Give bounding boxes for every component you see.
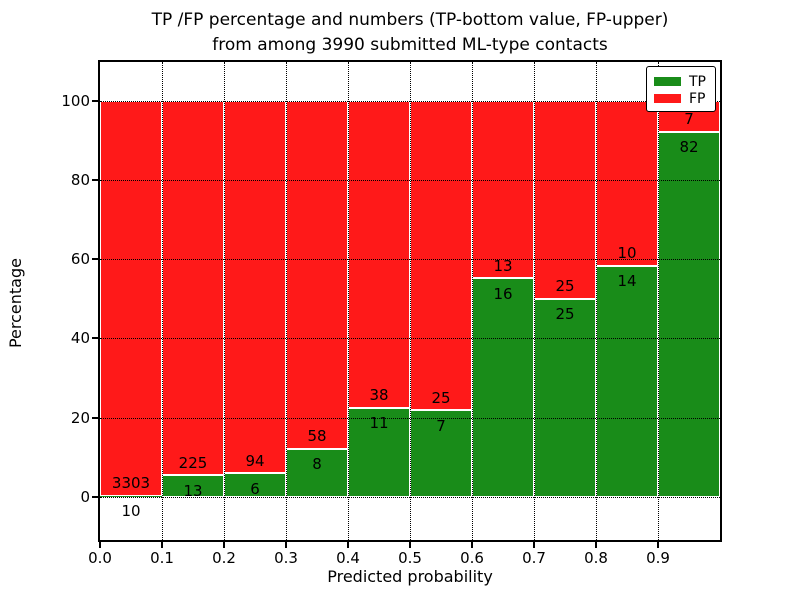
legend-label-fp: FP: [689, 90, 706, 107]
bar-label-tp: 25: [555, 305, 575, 324]
gridline-vertical: [410, 62, 411, 540]
gridline-vertical: [348, 62, 349, 540]
legend-label-tp: TP: [689, 73, 706, 90]
bar-label-fp: 7: [684, 110, 694, 129]
gridline-vertical: [224, 62, 225, 540]
bar-segment-tp: [100, 495, 162, 497]
x-tick-mark: [657, 542, 659, 548]
y-tick-label: 80: [70, 170, 90, 189]
y-tick-label: 40: [70, 329, 90, 348]
legend: TP FP: [646, 66, 716, 112]
x-tick-mark: [471, 542, 473, 548]
bar-label-tp: 16: [493, 284, 513, 303]
bar-segment-fp: [410, 100, 472, 411]
bar-label-tp: 6: [250, 479, 260, 498]
x-tick-label: 0.1: [150, 549, 174, 567]
bar-label-tp: 82: [679, 138, 699, 157]
gridline-vertical: [534, 62, 535, 540]
bar-segment-fp: [596, 100, 658, 266]
bar-segment-fp: [162, 100, 224, 476]
bar-label-fp: 94: [245, 451, 265, 470]
y-tick-mark: [92, 99, 98, 102]
fp-color-swatch: [654, 94, 681, 103]
bar-segment-tp: [596, 265, 658, 497]
x-tick-label: 0.5: [398, 549, 422, 567]
x-tick-label: 0.0: [88, 549, 112, 567]
y-tick-mark: [92, 258, 98, 261]
gridline-vertical: [658, 62, 659, 540]
x-tick-mark: [223, 542, 225, 548]
x-tick-label: 0.6: [460, 549, 484, 567]
legend-item-tp: TP: [654, 73, 708, 90]
legend-item-fp: FP: [654, 90, 708, 107]
bar-label-fp: 3303: [111, 474, 151, 493]
gridline-vertical: [162, 62, 163, 540]
bar-label-fp: 25: [431, 388, 451, 407]
bar-label-tp: 7: [436, 416, 446, 435]
bar-label-fp: 225: [178, 453, 208, 472]
chart-title: TP /FP percentage and numbers (TP-bottom…: [100, 8, 720, 58]
bar-segment-fp: [472, 100, 534, 279]
bar-label-fp: 58: [307, 427, 327, 446]
x-tick-mark: [595, 542, 597, 548]
chart-title-line2: from among 3990 submitted ML-type contac…: [212, 35, 608, 55]
x-tick-label: 0.2: [212, 549, 236, 567]
bar-segment-fp: [534, 100, 596, 299]
bar-segment-tp: [348, 407, 410, 497]
bar-label-tp: 8: [312, 455, 322, 474]
bar-segment-tp: [472, 278, 534, 497]
y-tick-mark: [92, 416, 98, 419]
gridline-vertical: [286, 62, 287, 540]
y-tick-label: 60: [70, 250, 90, 269]
bar-label-tp: 13: [183, 481, 203, 500]
x-tick-label: 0.4: [336, 549, 360, 567]
x-tick-label: 0.8: [584, 549, 608, 567]
y-tick-mark: [92, 337, 98, 340]
y-tick-label: 0: [80, 488, 90, 506]
x-tick-mark: [285, 542, 287, 548]
bar-segment-tp: [410, 410, 472, 497]
bar-label-fp: 38: [369, 386, 389, 405]
y-axis-label: Percentage: [6, 258, 25, 349]
bar-segment-fp: [286, 100, 348, 449]
bar-label-tp: 10: [121, 502, 141, 521]
x-tick-label: 0.7: [522, 549, 546, 567]
x-tick-mark: [99, 542, 101, 548]
bar-segment-fp: [224, 100, 286, 474]
y-tick-label: 100: [61, 91, 90, 110]
bar-label-tp: 11: [369, 414, 389, 433]
bar-segment-tp: [534, 298, 596, 497]
x-axis-label: Predicted probability: [327, 567, 493, 586]
bar-label-fp: 25: [555, 277, 575, 296]
gridline-vertical: [596, 62, 597, 540]
y-tick-mark: [92, 496, 98, 498]
bar-segment-fp: [100, 100, 162, 496]
bar-label-fp: 10: [617, 244, 637, 263]
x-tick-mark: [533, 542, 535, 548]
chart-title-line1: TP /FP percentage and numbers (TP-bottom…: [151, 10, 669, 30]
x-tick-mark: [161, 542, 163, 548]
tp-color-swatch: [654, 77, 681, 86]
bar-segment-fp: [348, 100, 410, 408]
x-tick-mark: [409, 542, 411, 548]
x-tick-mark: [347, 542, 349, 548]
x-tick-label: 0.3: [274, 549, 298, 567]
y-tick-label: 20: [70, 408, 90, 427]
gridline-vertical: [472, 62, 473, 540]
bar-label-tp: 14: [617, 272, 637, 291]
bar-segment-tp: [658, 131, 720, 497]
bar-segment-tp: [286, 448, 348, 497]
y-tick-mark: [92, 178, 98, 181]
x-tick-label: 0.9: [646, 549, 670, 567]
plot-area: 3303 10 225 13 94 6 58 8 38 11 25 7 13 16 25 25 10 14 7 82: [100, 62, 720, 540]
bar-label-fp: 13: [493, 256, 513, 275]
